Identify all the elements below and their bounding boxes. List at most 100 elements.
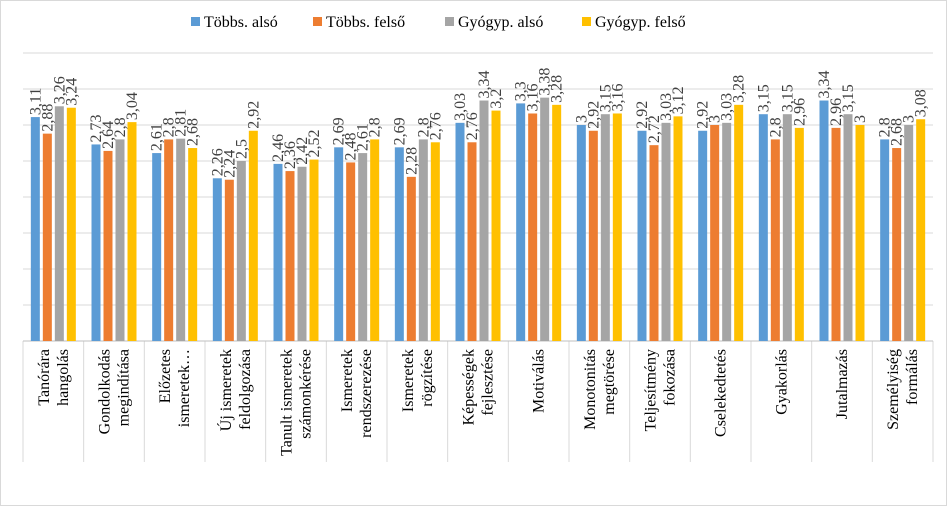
data-label: 2,8 (877, 117, 894, 137)
category-label: ismeretek… (176, 349, 193, 427)
bar (880, 139, 890, 341)
data-label: 2,92 (695, 101, 712, 129)
data-label: 3 (901, 115, 918, 123)
data-label: 2,68 (185, 118, 202, 146)
bar (406, 176, 416, 341)
bar (30, 117, 40, 341)
data-label: 3,03 (452, 93, 469, 121)
data-label: 2,48 (343, 132, 360, 160)
bar (576, 125, 586, 341)
bar (612, 113, 622, 341)
data-label: 2,69 (331, 117, 348, 145)
bar (831, 127, 841, 341)
category-label: Gyakorlás (773, 349, 790, 415)
data-label: 2,72 (646, 115, 663, 143)
bar (66, 107, 76, 341)
bar (54, 106, 64, 341)
category-label: Új ismeretek (216, 349, 235, 431)
legend-swatch (191, 17, 200, 26)
data-label: 3,34 (816, 71, 833, 99)
data-label: 2,64 (100, 121, 117, 149)
bar (588, 130, 598, 341)
bar (248, 130, 258, 341)
data-label: 3,38 (537, 68, 554, 96)
bar (394, 147, 404, 341)
bar (455, 122, 465, 341)
category-label: Motiválás (531, 349, 548, 413)
data-label: 2,8 (767, 117, 784, 137)
bar (661, 122, 671, 341)
category-label: Tanórára (36, 349, 53, 406)
category-label: formálás (904, 349, 921, 405)
bar (698, 130, 708, 341)
legend-entry: Többs. felső (326, 14, 405, 31)
data-label: 2,5 (233, 139, 250, 159)
bar (273, 163, 283, 341)
category-label: rendszerezése (358, 349, 375, 438)
data-label: 2,92 (245, 101, 262, 129)
data-label: 3,16 (609, 83, 626, 111)
data-label: 2,8 (112, 117, 129, 137)
category-label: számonkérése (298, 349, 315, 439)
category-label: feldolgozása (237, 349, 254, 430)
bar (467, 142, 477, 341)
data-label: 2,96 (791, 98, 808, 126)
bar (916, 119, 926, 342)
category-label: Képességek (461, 349, 478, 425)
data-label: 3 (573, 115, 590, 123)
category-label: Ismeretek (400, 349, 417, 412)
data-label: 3 (707, 115, 724, 123)
bar (152, 153, 162, 341)
bar (236, 161, 246, 341)
legend-entry: Gyógyp. alsó (458, 14, 543, 31)
category-label: Előzetes (157, 349, 174, 403)
data-label: 2,46 (270, 134, 287, 162)
data-label: 2,8 (161, 117, 178, 137)
data-label: 3,12 (670, 86, 687, 114)
bar (164, 139, 174, 341)
bar (673, 116, 683, 341)
bar (600, 114, 610, 341)
data-label: 3 (852, 115, 869, 123)
data-label: 3,04 (124, 92, 141, 120)
category-label: Teljesítmény (643, 349, 660, 431)
bar (491, 110, 501, 341)
data-label: 2,81 (173, 109, 190, 137)
data-label: 3,26 (51, 76, 68, 104)
bar (540, 97, 550, 341)
bar (722, 122, 732, 341)
data-label: 2,92 (634, 101, 651, 129)
bar (42, 133, 52, 341)
data-label: 2,88 (39, 104, 56, 132)
bar (103, 150, 113, 341)
data-label: 2,36 (282, 141, 299, 169)
data-label: 2,42 (294, 137, 311, 165)
bar (346, 162, 356, 341)
legend-entry: Gyógyp. felső (595, 14, 686, 31)
bar (855, 125, 865, 341)
bar (188, 148, 198, 341)
category-label: Jutalmazás (834, 349, 851, 419)
bar (649, 145, 659, 341)
bar (516, 103, 526, 342)
bar (418, 139, 428, 341)
bar (782, 114, 792, 341)
data-label: 2,24 (221, 150, 238, 178)
bar (758, 114, 768, 341)
data-label: 2,76 (427, 112, 444, 140)
bar (127, 122, 137, 342)
bar (552, 104, 562, 341)
bar (904, 125, 914, 341)
bar (334, 147, 344, 341)
data-label: 3,34 (476, 71, 493, 99)
bar (212, 178, 222, 341)
bar (892, 148, 902, 341)
data-label: 3,15 (779, 84, 796, 112)
data-label: 2,61 (149, 123, 166, 151)
data-label: 2,26 (209, 148, 226, 176)
category-label: Cselekedtetés (713, 349, 730, 437)
bar (115, 139, 125, 341)
category-label: megindítása (116, 349, 133, 426)
category-label: Monotonitás (582, 349, 599, 430)
data-label: 3,03 (658, 93, 675, 121)
